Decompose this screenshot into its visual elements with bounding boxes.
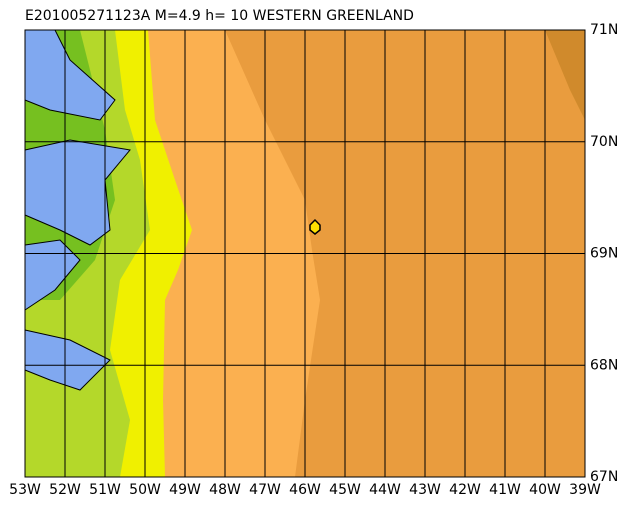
lon-label: 44W bbox=[369, 482, 401, 498]
lat-label: 67N bbox=[590, 469, 618, 485]
lat-label: 69N bbox=[590, 246, 618, 262]
lon-label: 39W bbox=[569, 482, 601, 498]
graticule bbox=[24, 29, 586, 478]
lon-label: 45W bbox=[329, 482, 361, 498]
lon-label: 51W bbox=[89, 482, 121, 498]
lon-label: 43W bbox=[409, 482, 441, 498]
lon-label: 42W bbox=[449, 482, 481, 498]
map-title: E201005271123A M=4.9 h= 10 WESTERN GREEN… bbox=[25, 8, 414, 24]
lon-label: 40W bbox=[529, 482, 561, 498]
axis-labels: 53W 52W 51W 50W 49W 48W 47W 46W 45W 44W 43W 42W 41W 4… bbox=[9, 22, 618, 498]
fjord bbox=[24, 29, 116, 121]
lon-label: 53W bbox=[9, 482, 41, 498]
lat-label: 70N bbox=[590, 134, 618, 150]
lon-label: 41W bbox=[489, 482, 521, 498]
lat-label: 68N bbox=[590, 357, 618, 373]
lon-label: 52W bbox=[49, 482, 81, 498]
lon-label: 50W bbox=[129, 482, 161, 498]
lon-label: 47W bbox=[249, 482, 281, 498]
deeper-water bbox=[545, 30, 585, 120]
lat-label: 71N bbox=[590, 22, 618, 38]
lon-label: 46W bbox=[289, 482, 321, 498]
disko-bay bbox=[24, 139, 131, 246]
map-frame bbox=[24, 29, 586, 478]
lon-label: 49W bbox=[169, 482, 201, 498]
lon-label: 48W bbox=[209, 482, 241, 498]
epicenter-marker bbox=[309, 218, 321, 235]
